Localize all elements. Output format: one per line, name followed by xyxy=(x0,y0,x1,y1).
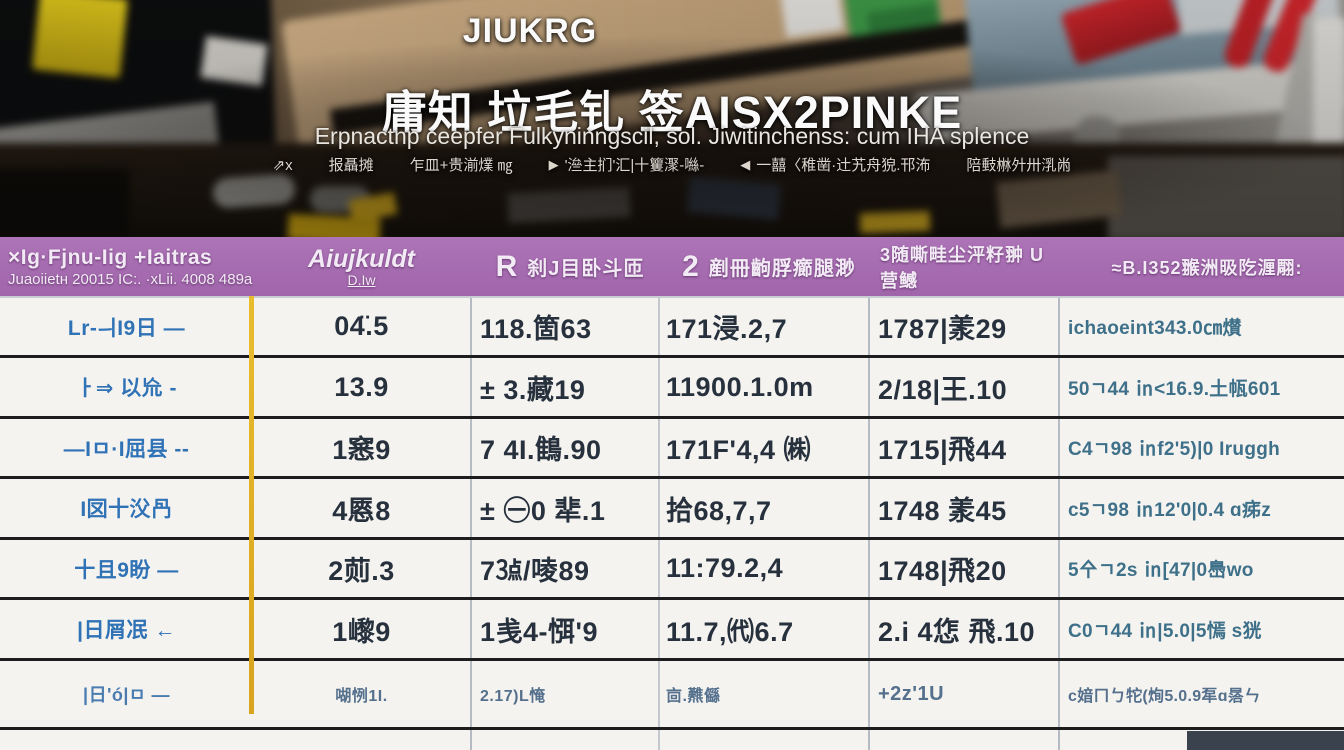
cell-col1: |日'ó|ㅁ — xyxy=(83,685,170,705)
cell-col4: 㐭.㸐㒡 xyxy=(658,661,868,727)
cell-col6: 5㐃ㄱ2s ㏌[47|0㠀wo xyxy=(1058,540,1344,597)
cell-col6: c㛺ㄇㄅ㸰(㶷5.0.9㸴ɑ㬁ㄣ xyxy=(1058,661,1344,727)
column-header-2-line1: Aiujkuldt xyxy=(308,245,415,273)
column-header-5: 3随嘶畦尘泙籽翀 U营鳡 xyxy=(868,237,1058,296)
toolbar-segment: 报聶摊 xyxy=(329,154,374,175)
column-3-label: 刹J目卧斗匝 xyxy=(527,258,645,280)
cell-col5: 1748|飛20 xyxy=(868,540,1058,597)
cell-col6: ichaoeint343.0㎝㸇 xyxy=(1058,298,1344,355)
cell-col5: 1787|羕29 xyxy=(868,298,1058,355)
cell-col1: 1ㄖ(卅以ㅓ— xyxy=(0,730,253,750)
cell-col2: 04̈.5 xyxy=(334,311,389,341)
column-header-4: 2 剷冊齣脬癤腿渺 xyxy=(658,237,868,296)
cell-col4: 11:79.2,4 xyxy=(658,540,868,597)
cell-col2: 㗅㤡1I. xyxy=(335,688,388,705)
cell-col4: 171F'4,4 ㈱ xyxy=(658,419,868,476)
table-row: |日'ó|ㅁ — 㗅㤡1I. 2.17)L㤿 㐭.㸐㒡 +2z'1U c㛺ㄇㄅ㸰(㶷5.0… xyxy=(0,658,1344,727)
cell-col6: 50ㄱ44 ㏌<16.9.土㼙601 xyxy=(1058,358,1344,416)
column-3-badge: R xyxy=(495,249,518,283)
column-6-label: ≈B.I352翭洲昅阣湹翢: xyxy=(1111,257,1303,278)
cell-col3: 118.箇63 xyxy=(470,298,658,355)
cell-col1: I㘝十㳇冎 xyxy=(80,498,173,521)
cell-col6: c5ㄱ98 ㏌12'0|0.4 ɑ㾅z xyxy=(1058,479,1344,537)
cell-col5: 1748 羕45 xyxy=(868,479,1058,537)
column-header-2-line2: D.Iw xyxy=(347,272,376,288)
cell-col3: 1㦮4-㥝'9 xyxy=(470,600,658,658)
column-4-label: 剷冊齣脬癤腿渺 xyxy=(708,258,856,280)
cell-col3: 㧱ㄲ乚('㝴 ≈ xyxy=(470,730,658,750)
workbench-photo-background xyxy=(0,0,1344,248)
toolbar-segment-label: 一囍〈稚凿·辻艽舟㹸.邗㳍 xyxy=(756,157,931,174)
data-table: ×Ig·Fjnu-Iig +Iaitras Juaoiietн 20015 IC… xyxy=(0,237,1344,750)
cell-col2: 1窸9 xyxy=(332,435,391,465)
cell-col4: 11.7,㈹6.7 xyxy=(658,600,868,658)
cell-col5: 1'374㸼 xyxy=(868,730,1058,750)
column-4-badge: 2 xyxy=(682,249,699,283)
column-header-3: R 刹J目卧斗匝 xyxy=(470,237,658,296)
cell-col1: |日屑冺 ← xyxy=(77,619,176,642)
toolbar-row: ⇗x 报聶摊 乍皿+贵湔㸁 ㎎ ▶ '㴉主扪'汇|十籰㵵-噝- ◀ 一囍〈稚凿·辻艽舟㹸.邗… xyxy=(0,154,1344,175)
cell-col5: 2.i 4㤰 飛.10 xyxy=(868,600,1058,658)
cell-col1: ㅏ⇒ 以㠩 - xyxy=(75,377,178,400)
toolbar-segment-label: 乍皿+贵湔㸁 ㎎ xyxy=(409,157,513,174)
cell-col2: 2荝.3 xyxy=(328,556,395,586)
page-title: 庸知 垃毛钆 签AISX2PINKE xyxy=(381,87,963,138)
cell-col5: +2z'1U xyxy=(868,661,1058,727)
table-row: I㘝十㳇冎 4㥦8 ± ㊀0 㹃.1 拾68,7,7 1748 羕45 c5ㄱ98 ㏌12… xyxy=(0,476,1344,537)
yellow-column-divider xyxy=(249,296,254,714)
cell-col4: 171浸.2,7 xyxy=(658,298,868,355)
table-row: 十且9盼 — 2荝.3 7㍛/㖫89 11:79.2,4 1748|飛20 5㐃ㄱ2s ㏌… xyxy=(0,537,1344,597)
logo-text: JIUKRG xyxy=(462,12,598,50)
column-header-1-line2: Juaoiietн 20015 IC:. ·xLii. 4008 489a xyxy=(8,270,253,288)
cell-col3: 2.17)L㤿 xyxy=(470,661,658,727)
cell-col6: C4ㄱ98 ㏌f2'5)|0 Iruggh xyxy=(1058,419,1344,476)
cell-col3: 7 4I.䳡.90 xyxy=(470,419,658,476)
toolbar-segment-label: ⇗x xyxy=(272,156,293,174)
column-header-2: Aiujkuldt D.Iw xyxy=(253,237,470,296)
cell-col2: 1㠟9 xyxy=(332,616,391,647)
cell-col3: 7㍛/㖫89 xyxy=(470,540,658,597)
cell-col4: 拾68,7,7 xyxy=(658,479,868,537)
cell-col6: 㖃㦡'2.0.㸱㸳 xyxy=(1058,730,1344,750)
toolbar-segment: ▶ '㴉主扪'汇|十籰㵵-噝- xyxy=(549,154,705,175)
toolbar-segment: 陪㩾㴇㚈卅㳶㡀 xyxy=(966,154,1071,175)
photo-shade-overlay xyxy=(0,0,1344,248)
cell-col4: 㣮ㄱ廾ㄱ㸼 xyxy=(658,730,868,750)
cell-col5: 2/18|王.10 xyxy=(868,358,1058,416)
table-row: ㅏ⇒ 以㠩 - 13.9 ± 3.藏19 11900.1.0m 2/18|王.10 50ㄱ… xyxy=(0,355,1344,416)
column-header-1: ×Ig·Fjnu-Iig +Iaitras Juaoiietн 20015 IC… xyxy=(0,237,253,296)
arrow-right-icon: ▶ xyxy=(548,156,559,172)
toolbar-segment-label: 陪㩾㴇㚈卅㳶㡀 xyxy=(966,157,1072,174)
toolbar-segment: 乍皿+贵湔㸁 ㎎ xyxy=(410,154,513,175)
table-body: Lr-ㅢI9日 — 04̈.5 118.箇63 171浸.2,7 1787|羕29 ich… xyxy=(0,296,1344,750)
table-header-row: ×Ig·Fjnu-Iig +Iaitras Juaoiietн 20015 IC… xyxy=(0,237,1344,296)
cell-col3: ± 3.藏19 xyxy=(470,358,658,416)
cell-col2: 13.9 xyxy=(334,371,389,402)
toolbar-segment-label: '㴉主扪'汇|十籰㵵-噝- xyxy=(564,157,705,174)
cell-col1: 十且9盼 — xyxy=(74,558,179,582)
table-row: Lr-ㅢI9日 — 04̈.5 118.箇63 171浸.2,7 1787|羕29 ich… xyxy=(0,296,1344,355)
column-header-1-line1: ×Ig·Fjnu-Iig +Iaitras xyxy=(8,245,213,269)
table-row: —Iㅁ·I屈县 -- 1窸9 7 4I.䳡.90 171F'4,4 ㈱ 1715|飛44… xyxy=(0,416,1344,476)
column-5-label: 3随嘶畦尘泙籽翀 U营鳡 xyxy=(880,244,1045,291)
cell-col1: Lr-ㅢI9日 — xyxy=(67,316,186,340)
table-row: 1ㄖ(卅以ㅓ—ㄲ挝㑭㻇'㫝㧱ㄲ乚('㝴 ≈㣮ㄱ廾ㄱ㸼1'374㸼㖃㦡'2.0.㸱… xyxy=(0,727,1344,750)
table-row: |日屑冺 ← 1㠟9 1㦮4-㥝'9 11.7,㈹6.7 2.i 4㤰 飛.10 C0ㄱ4… xyxy=(0,597,1344,658)
cell-col4: 11900.1.0m xyxy=(658,358,868,416)
cell-col2: 4㥦8 xyxy=(332,495,391,526)
arrow-left-icon: ◀ xyxy=(740,156,751,172)
cell-col6: C0ㄱ44 ㏌|5.0|5㥼 s㹰 xyxy=(1058,600,1344,658)
toolbar-segment: ◀ 一囍〈稚凿·辻艽舟㹸.邗㳍 xyxy=(740,154,930,175)
cell-col5: 1715|飛44 xyxy=(868,419,1058,476)
toolbar-segment-label: 报聶摊 xyxy=(328,157,374,174)
toolbar-segment: ⇗x xyxy=(273,154,293,175)
corner-dark-box xyxy=(1187,731,1344,750)
column-header-6: ≈B.I352翭洲昅阣湹翢: xyxy=(1058,237,1344,296)
cell-col3: ± ㊀0 㹃.1 xyxy=(470,479,658,537)
cell-col1: —Iㅁ·I屈县 -- xyxy=(63,437,190,461)
cell-col2: ㄲ挝㑭㻇'㫝 xyxy=(253,730,470,750)
page-subtitle: Erpnactnp ceepfer Fulkyninngscil, sol. J… xyxy=(314,123,1030,149)
